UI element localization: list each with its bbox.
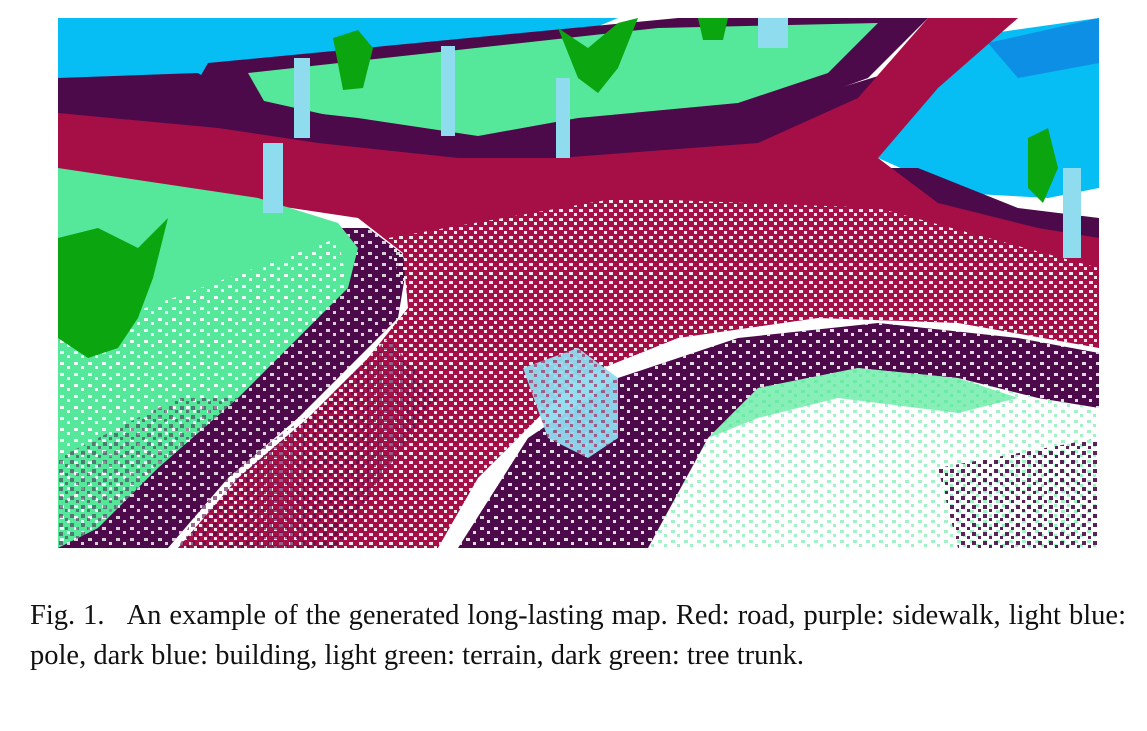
- tree-trunk-regions: [58, 18, 1058, 358]
- figure-caption: Fig. 1. An example of the generated long-…: [30, 596, 1126, 676]
- figure-caption-text: An example of the generated long-lasting…: [30, 600, 1126, 671]
- terrain-region-bottom-right: [648, 368, 1099, 548]
- road-region: [58, 18, 1099, 548]
- pole-regions: [263, 18, 1081, 458]
- figure-label: Fig. 1.: [30, 600, 105, 631]
- semantic-map-image: [58, 18, 1099, 548]
